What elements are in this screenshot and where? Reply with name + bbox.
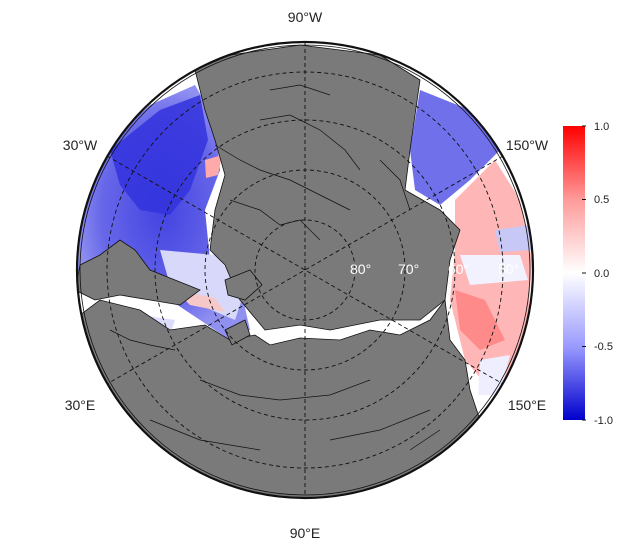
atlantic-deep-blue: [110, 95, 208, 215]
novaya-zemlya: [224, 319, 251, 346]
pacific-white-band: [460, 255, 528, 285]
lon-label-upper-right: 150°W: [506, 137, 549, 153]
greenland-edge-red: [205, 155, 222, 178]
lat-label-50: 50°: [498, 261, 519, 277]
pacific-blueish-patch: [495, 225, 532, 252]
map-inner-border: [79, 44, 531, 496]
colorbar-tick-1: 1.0: [594, 121, 609, 133]
lon-label-upper-left: 30°W: [63, 137, 98, 153]
greenland-canada-landmass: [194, 44, 461, 331]
scandinavia: [77, 239, 201, 306]
meridian-30: [106, 155, 504, 385]
lon-label-lower-left: 30°E: [65, 397, 96, 413]
atlantic-light-band: [160, 250, 245, 320]
colorbar-tick-0.5: 0.5: [594, 194, 609, 206]
colorbar-ticks: [582, 125, 586, 421]
lat-label-70: 70°: [398, 261, 419, 277]
coastline-details: [109, 84, 441, 451]
lon-label-bottom: 90°E: [290, 525, 321, 541]
map-outer-border: [75, 40, 535, 500]
colorbar-gradient: [563, 126, 585, 420]
lat-label-60: 60°: [448, 261, 469, 277]
svalbard: [224, 269, 263, 301]
colorbar-tick-neg-1: -1.0: [594, 415, 613, 427]
latitude-circle-80: [254, 219, 356, 321]
colorbar: 1.0 0.5 0.0 -0.5 -1.0: [563, 121, 613, 427]
latitude-circle-60: [154, 119, 456, 421]
lon-label-lower-right: 150°E: [508, 397, 546, 413]
colorbar-tick-0: 0.0: [594, 268, 609, 280]
graticule: [106, 42, 504, 498]
land-layer: [77, 44, 481, 498]
lon-label-top: 90°W: [288, 9, 323, 25]
meridian-150: [106, 155, 504, 385]
colorbar-tick-neg-0.5: -0.5: [594, 341, 613, 353]
lat-label-80: 80°: [350, 261, 371, 277]
